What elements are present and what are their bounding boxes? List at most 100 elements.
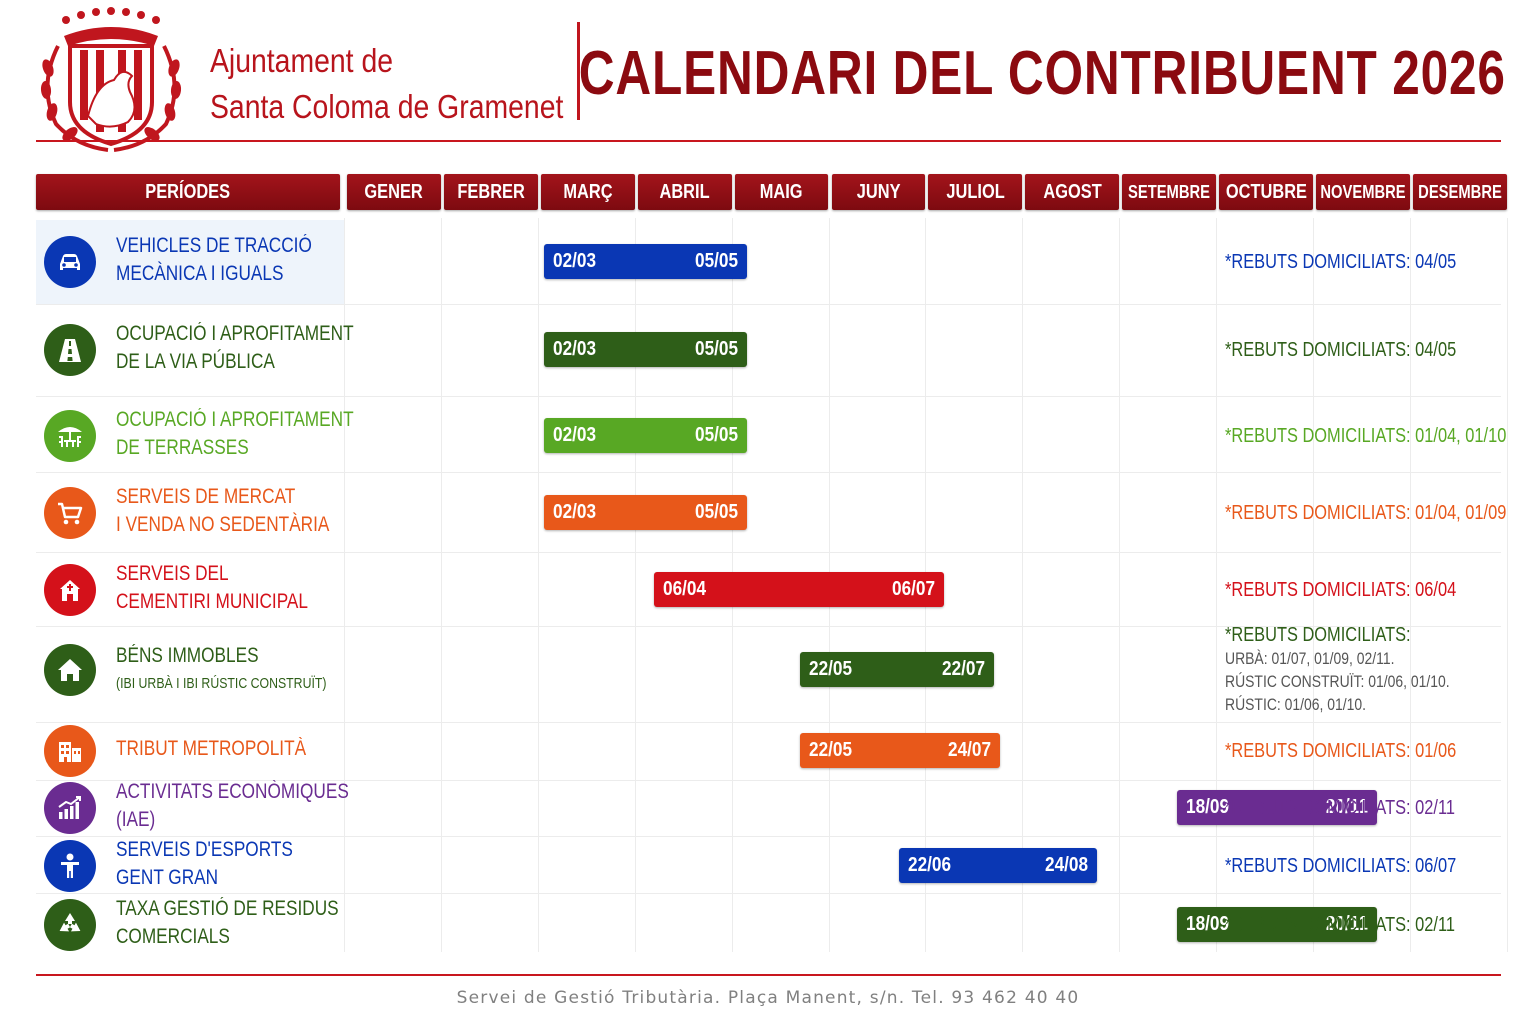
direct-debit-note-vehicles: *REBUTS DOMICILIATS: 04/05 (1225, 251, 1456, 274)
row-label-line-2: COMERCIALS (116, 925, 230, 948)
row-separator (36, 396, 1501, 397)
row-label-line-1: TRIBUT METROPOLITÀ (116, 737, 307, 760)
row-label-line-1: OCUPACIÓ I APROFITAMENT (116, 408, 354, 431)
month-grid-line (1119, 218, 1121, 952)
month-header-octubre: OCTUBRE (1219, 174, 1313, 210)
row-label-subtitle: (IBI URBÀ I IBI RÚSTIC CONSTRUÏT) (116, 675, 327, 692)
period-end-date: 24/08 (1045, 854, 1089, 876)
period-bar-residus: 18/09 20/11 (1177, 907, 1378, 942)
header-divider-line (36, 140, 1501, 142)
row-label-line-1: BÉNS IMMOBLES (116, 644, 259, 667)
periods-header-label: PERÍODES (145, 180, 231, 203)
row-label-terrasses: OCUPACIÓ I APROFITAMENT DE TERRASSES (116, 406, 354, 462)
terrace-icon (44, 410, 96, 462)
row-separator (36, 304, 1501, 305)
period-end-date: 06/07 (891, 578, 936, 600)
direct-debit-note-esports: *REBUTS DOMICILIATS: 06/07 (1225, 855, 1456, 878)
month-header-agost: AGOST (1025, 174, 1120, 210)
month-grid-line (440, 218, 442, 952)
row-label-line-2: CEMENTIRI MUNICIPAL (116, 590, 308, 613)
month-header-abril: ABRIL (637, 174, 732, 210)
footer-divider-line (36, 974, 1501, 976)
month-header-label: SETEMBRE (1128, 181, 1211, 202)
period-bar-vehicles: 02/03 05/05 (543, 244, 748, 279)
direct-debit-note-iae: *REBUTS DOMICILIATS: 02/11 (1225, 797, 1455, 820)
direct-debit-note-heading: *REBUTS DOMICILIATS: 06/07 (1225, 854, 1457, 877)
period-start-date: 02/03 (552, 424, 596, 446)
month-header-desembre: DESEMBRE (1412, 174, 1507, 210)
month-grid-line (1506, 218, 1508, 952)
month-grid-line (634, 218, 636, 952)
row-label-line-2: DE LA VIA PÚBLICA (116, 350, 275, 373)
month-header-juliol: JULIOL (928, 174, 1023, 210)
month-header-novembre: NOVEMBRE (1316, 174, 1410, 210)
period-end-date: 05/05 (695, 338, 739, 360)
car-icon (44, 236, 96, 288)
row-label-line-2: GENT GRAN (116, 866, 219, 889)
row-label-line-2: DE TERRASSES (116, 436, 249, 459)
row-label-line-2: MECÀNICA I IGUALS (116, 262, 284, 285)
period-bar-mercat: 02/03 05/05 (543, 495, 748, 530)
direct-debit-note-heading: *REBUTS DOMICILIATS: 02/11 (1225, 913, 1455, 936)
period-bar-cementiri: 06/04 06/07 (653, 572, 945, 607)
cart-icon (44, 487, 96, 539)
row-label-vehicles: VEHICLES DE TRACCIÓ MECÀNICA I IGUALS (116, 232, 312, 288)
month-header-label: JULIOL (946, 180, 1005, 203)
month-header-label: NOVEMBRE (1320, 181, 1406, 202)
month-header-label: JUNY (856, 180, 901, 203)
month-header-label: GENER (364, 180, 424, 203)
direct-debit-note-heading: *REBUTS DOMICILIATS: 06/04 (1225, 578, 1457, 601)
month-header-febrer: FEBRER (443, 174, 538, 210)
period-end-date: 24/07 (948, 739, 992, 761)
month-header-label: ABRIL (659, 180, 710, 203)
period-start-date: 22/05 (809, 739, 853, 761)
chapel-icon (44, 564, 96, 616)
row-label-immobles: BÉNS IMMOBLES (IBI URBÀ I IBI RÚSTIC CONS… (116, 642, 326, 698)
month-header-label: MAIG (760, 180, 803, 203)
row-label-line-2: I VENDA NO SEDENTÀRIA (116, 513, 330, 536)
direct-debit-note-heading: *REBUTS DOMICILIATS: 01/04, 01/10 (1225, 424, 1507, 447)
road-icon (44, 324, 96, 376)
period-bar-esports: 22/06 24/08 (899, 848, 1098, 883)
month-header-label: DESEMBRE (1418, 181, 1502, 202)
organization-name-line-1: Ajuntament de (210, 42, 394, 79)
row-label-line-1: OCUPACIÓ I APROFITAMENT (116, 322, 354, 345)
period-end-date: 20/11 (1326, 796, 1369, 818)
direct-debit-note-heading: *REBUTS DOMICILIATS: 04/05 (1225, 338, 1457, 361)
row-separator (36, 552, 1501, 553)
period-end-date: 05/05 (695, 501, 739, 523)
direct-debit-note-detail: RÚSTIC: 01/06, 01/10. (1225, 695, 1367, 714)
direct-debit-note-residus: *REBUTS DOMICILIATS: 02/11 (1225, 914, 1455, 937)
month-grid-line (1216, 218, 1218, 952)
period-bar-metropolita: 22/05 24/07 (800, 733, 1001, 768)
period-bar-terrasses: 02/03 05/05 (543, 418, 748, 453)
row-label-line-2: (IAE) (116, 808, 156, 831)
month-grid-line (344, 218, 345, 952)
row-separator (36, 893, 1501, 894)
header-vertical-divider (577, 22, 580, 120)
organization-name-line-2: Santa Coloma de Gramenet (210, 88, 564, 125)
period-start-date: 02/03 (552, 250, 596, 272)
periods-header: PERÍODES (36, 174, 340, 210)
row-separator (36, 472, 1501, 473)
house-icon (44, 644, 96, 696)
direct-debit-note-detail: URBÀ: 01/07, 01/09, 02/11. (1225, 649, 1395, 668)
direct-debit-note-heading: *REBUTS DOMICILIATS: 01/06 (1225, 739, 1457, 762)
period-start-date: 02/03 (552, 501, 596, 523)
month-header-label: FEBRER (457, 180, 525, 203)
chart-icon (44, 782, 96, 834)
direct-debit-note-cementiri: *REBUTS DOMICILIATS: 06/04 (1225, 579, 1456, 602)
direct-debit-note-detail: RÚSTIC CONSTRUÏT: 01/06, 01/10. (1225, 672, 1450, 691)
row-label-via-publica: OCUPACIÓ I APROFITAMENT DE LA VIA PÚBLICA (116, 320, 354, 376)
row-label-line-1: SERVEIS D'ESPORTS (116, 838, 293, 861)
month-header-label: AGOST (1043, 180, 1102, 203)
row-label-line-1: SERVEIS DEL (116, 562, 229, 585)
footer-contact-info: Servei de Gestió Tributària. Plaça Manen… (456, 988, 1080, 1008)
row-label-line-1: SERVEIS DE MERCAT (116, 485, 296, 508)
period-start-date: 18/09 (1186, 913, 1230, 935)
person-icon (44, 840, 96, 892)
row-label-mercat: SERVEIS DE MERCAT I VENDA NO SEDENTÀRIA (116, 483, 329, 539)
direct-debit-note-via-publica: *REBUTS DOMICILIATS: 04/05 (1225, 339, 1456, 362)
period-start-date: 22/05 (809, 658, 853, 680)
period-start-date: 06/04 (662, 578, 706, 600)
